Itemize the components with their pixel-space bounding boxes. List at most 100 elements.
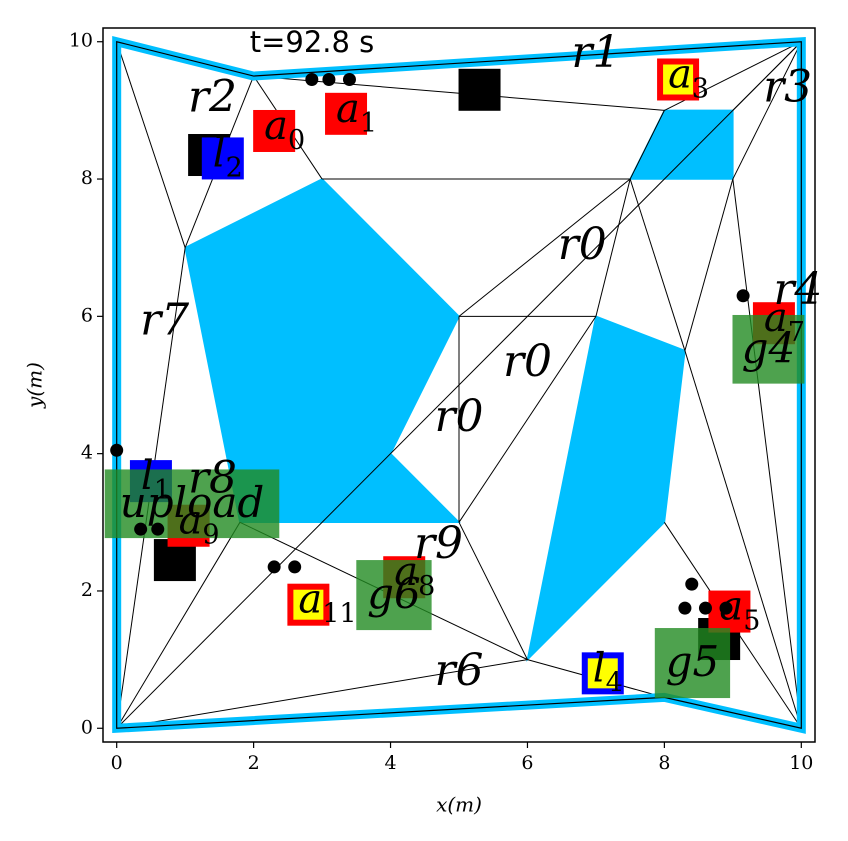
x-tick-label: 4	[384, 752, 396, 774]
agent-label: a7	[764, 295, 805, 348]
goal-region	[356, 560, 432, 631]
x-tick-label: 8	[658, 752, 670, 774]
region-label: r0	[558, 219, 607, 270]
agent-name: a	[764, 295, 788, 341]
agent-index: 5	[743, 605, 760, 636]
waypoint-dot	[678, 601, 692, 615]
x-tick-label: 6	[521, 752, 533, 774]
agent	[325, 92, 368, 135]
triangulation-edge	[116, 522, 241, 729]
agent-index: 4	[606, 667, 623, 698]
goal-region	[732, 314, 805, 384]
region-label: r1	[571, 27, 620, 78]
region-label: r8	[188, 453, 237, 504]
y-tick-label: 2	[81, 579, 93, 601]
triangulation-edge	[732, 41, 802, 180]
agent	[201, 137, 244, 180]
region-label: r7	[140, 295, 189, 346]
region-label: r2	[188, 72, 237, 123]
goal-label: g6	[367, 569, 421, 618]
waypoint-dot	[322, 72, 336, 86]
waypoint-dot	[267, 560, 281, 574]
region-label: r6	[434, 645, 483, 696]
y-tick-label: 8	[81, 167, 93, 189]
agent-index: 1	[154, 475, 171, 506]
agent	[287, 583, 330, 626]
chart-title: t=92.8 s	[250, 25, 375, 59]
waypoint-dot	[288, 560, 302, 574]
waypoint-dot	[719, 601, 733, 615]
region-label: r0	[503, 336, 552, 387]
x-tick-label: 0	[111, 752, 123, 774]
agent-name: l	[593, 645, 606, 691]
goal-region	[104, 469, 280, 539]
agent-label: a9	[179, 498, 220, 551]
region-label: r0	[434, 391, 483, 442]
triangulation-edge	[458, 316, 597, 523]
agent	[253, 109, 296, 152]
waypoint-dot	[698, 601, 712, 615]
agent-index: 1	[360, 107, 377, 138]
agent-name: a	[264, 103, 288, 149]
agent-index: 2	[226, 152, 243, 183]
x-axis-label: x(m)	[436, 793, 482, 817]
y-tick-label: 10	[69, 30, 93, 52]
triangulation-edge	[458, 178, 631, 317]
agent-name: a	[179, 498, 203, 544]
agent-label: a8	[394, 549, 435, 602]
agent-index: 11	[322, 598, 356, 629]
agent-index: 3	[692, 73, 709, 104]
agent	[581, 652, 624, 695]
agent-index: 9	[202, 519, 219, 550]
agent-label: a3	[668, 51, 709, 104]
obstacle	[628, 109, 734, 180]
triangulation-edge	[629, 178, 686, 351]
agent-label: l1	[141, 453, 171, 506]
agent-index: 8	[418, 571, 435, 602]
triangulation-edge	[732, 178, 802, 729]
agent-index: 7	[788, 317, 805, 348]
region-label: r4	[773, 264, 822, 315]
agent-name: a	[668, 51, 692, 97]
triangulation-edge	[116, 659, 528, 729]
agent-name: a	[336, 86, 360, 132]
y-tick-label: 0	[81, 716, 93, 738]
agent-label: l2	[213, 130, 243, 183]
waypoint-dot	[134, 522, 148, 536]
waypoint-dot	[685, 577, 699, 591]
triangulation-edge	[629, 110, 665, 180]
agent	[657, 58, 700, 101]
triangulation-edge	[458, 522, 528, 660]
agent-name: a	[394, 549, 418, 595]
agent-label: l4	[593, 645, 623, 698]
triangulation-edge	[116, 41, 186, 248]
goal-label: g4	[742, 323, 796, 372]
triangulation-edge	[684, 350, 802, 729]
waypoint-dot	[342, 72, 356, 86]
axes-frame	[102, 27, 816, 743]
agent-index: 0	[288, 124, 305, 155]
waypoint-dot	[305, 72, 319, 86]
y-axis-label: y(m)	[23, 362, 47, 409]
workspace-boundary-inner	[116, 40, 802, 730]
waypoint-dot	[736, 289, 750, 303]
goal-label: upload	[120, 478, 265, 527]
waypoint-dot	[110, 443, 124, 457]
agent-name: l	[141, 453, 154, 499]
region-label: r9	[414, 518, 463, 569]
agent-label: a1	[336, 86, 377, 139]
triangulation-edge	[116, 41, 802, 729]
region-label: r3	[763, 61, 812, 112]
agent-name: a	[298, 577, 322, 623]
agent-label: a0	[264, 103, 305, 156]
y-tick-label: 4	[81, 442, 93, 464]
waypoint-dot	[151, 522, 165, 536]
y-tick-label: 6	[81, 304, 93, 326]
agent-name: l	[213, 130, 226, 176]
goal-label: g5	[666, 637, 720, 686]
triangulation-edge	[684, 178, 734, 351]
goal-region	[654, 628, 731, 699]
x-tick-label: 2	[248, 752, 260, 774]
x-tick-label: 10	[789, 752, 813, 774]
